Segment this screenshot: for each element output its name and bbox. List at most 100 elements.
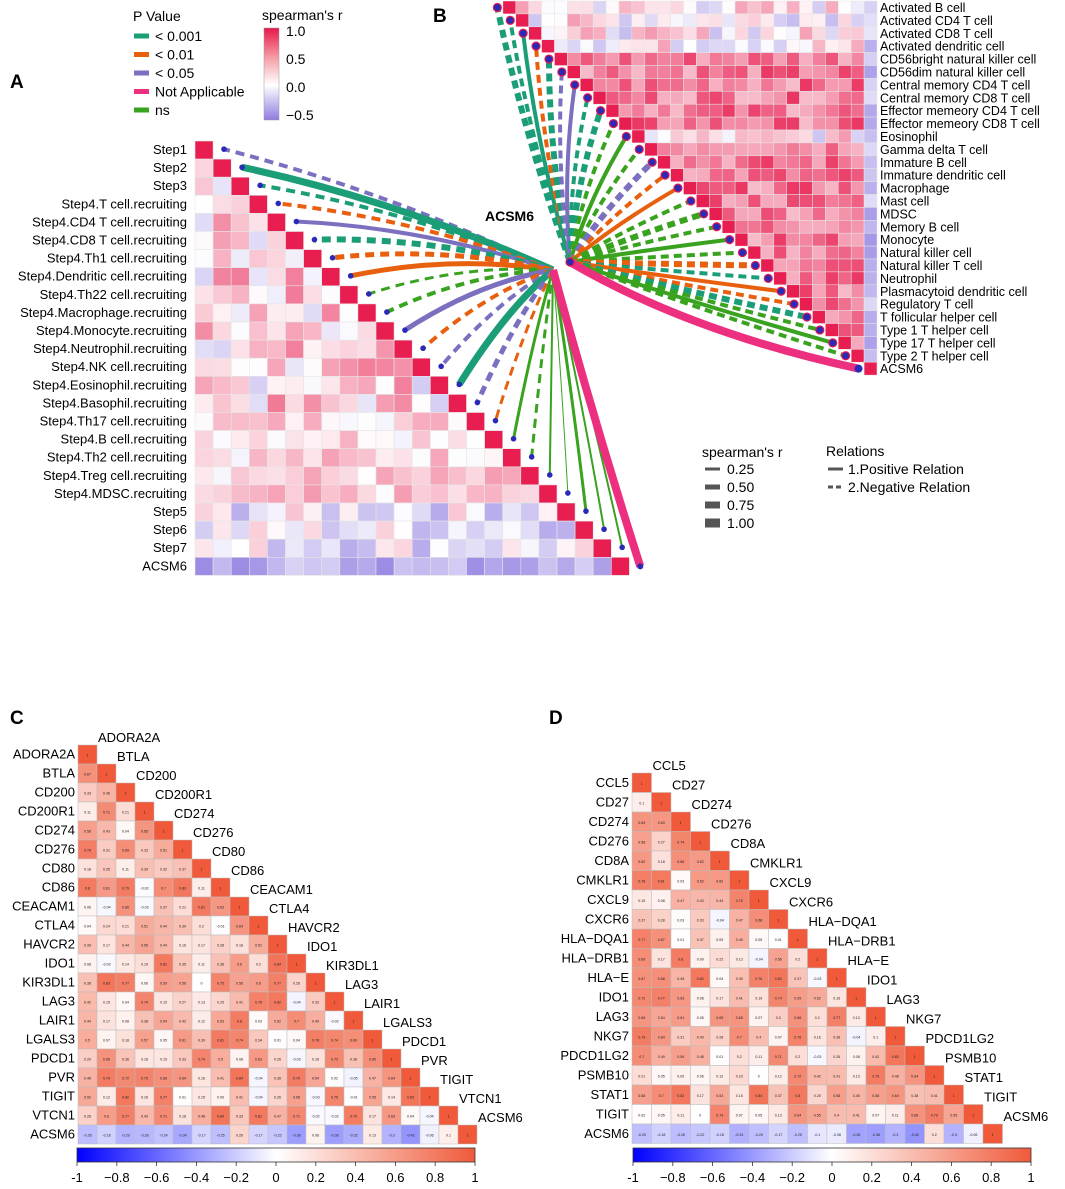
panel-d-cell-value: 0.05	[755, 938, 762, 942]
panel-d-cell-value: 0.39	[736, 977, 743, 981]
panel-c-cell-value: 0.33	[236, 1115, 243, 1119]
panel-b-cell	[812, 232, 826, 247]
panel-d-cell-value: 0.68	[755, 918, 762, 922]
panel-a-cell	[448, 502, 467, 522]
panel-b-cell	[773, 39, 787, 53]
panel-b-cell	[631, 103, 646, 118]
panel-b-cell	[618, 52, 633, 66]
panel-c-cell-value: -0.01	[349, 1096, 357, 1100]
panel-a-cell	[303, 375, 323, 395]
panel-a-cell	[249, 195, 268, 214]
panel-d-cell-value: 0.81	[658, 879, 665, 883]
panel-b-cell	[670, 116, 684, 131]
panel-d-cell-value: 0.07	[872, 1113, 879, 1117]
panel-b-cell	[683, 65, 697, 79]
panel-a-cell	[194, 430, 214, 450]
panel-d-cell-value: 0.26	[833, 1055, 840, 1059]
panel-b-cell	[850, 245, 865, 260]
panel-b-cell	[734, 91, 749, 105]
panel-b-cell	[709, 91, 723, 105]
panel-a-cell	[212, 394, 232, 413]
panel-a-node	[239, 164, 245, 171]
panel-b-cell	[838, 103, 852, 118]
panel-c-cell-value: 0.17	[369, 1115, 376, 1119]
panel-c-cell-value: 0.08	[236, 1058, 243, 1062]
panel-a-correlation-line	[552, 269, 569, 494]
panel-c-cell-value: 0.01	[274, 1039, 281, 1043]
panel-d-cell-value: 1	[836, 977, 838, 981]
panel-a-cell	[556, 538, 576, 558]
panel-a-cell	[321, 394, 341, 413]
panel-d-diag-label: CD276	[711, 817, 751, 832]
panel-d-cell-value: 1	[933, 1074, 935, 1078]
panel-b-cell	[683, 116, 697, 131]
panel-a-cell	[285, 520, 304, 540]
panel-d-cell-value: 0.58	[872, 1094, 879, 1098]
panel-a-cell	[194, 412, 214, 431]
panel-a-cell	[212, 357, 232, 377]
panel-d-cell-value: 0.68	[658, 977, 665, 981]
panel-a-cell	[194, 140, 214, 160]
panel-b-cell	[850, 0, 865, 15]
panel-a-cell	[466, 520, 485, 540]
panel-c-cell-value: 0.18	[122, 1039, 129, 1043]
panel-b-cell	[850, 220, 865, 234]
panel-b-cell	[592, 52, 607, 66]
panel-d-cell-value: 0.58	[638, 840, 645, 844]
panel-d-cell-value: 0.01	[775, 938, 782, 942]
panel-a-cell	[249, 430, 268, 450]
panel-a-cell	[303, 556, 323, 576]
panel-a-cell	[249, 556, 268, 576]
panel-b-cell	[838, 181, 852, 195]
panel-d-row-label: CD8A	[594, 853, 629, 868]
panel-c-row-label: CD200	[35, 785, 75, 800]
panel-c-cell-value: 0.77	[122, 1115, 129, 1119]
panel-a-cell	[194, 249, 214, 269]
panel-a-cell	[194, 321, 214, 341]
panel-b-cell	[863, 323, 878, 337]
panel-d-cell-value: 0.01	[677, 938, 684, 942]
panel-a-cell	[375, 556, 395, 576]
panel-a-row-label: Step4.Eosinophil.recruiting	[32, 377, 187, 392]
panel-b-cell	[631, 91, 646, 105]
panel-a-cell	[194, 195, 214, 214]
panel-d-cell-value: 0.16	[814, 1035, 821, 1039]
panel-d-cell-value: 0.16	[833, 996, 840, 1000]
panel-b-cell	[799, 220, 813, 234]
panel-d-cell-value: 0.65	[736, 1016, 743, 1020]
panel-b-cell	[657, 155, 671, 169]
panel-c-cell-value: 0.07	[103, 1039, 110, 1043]
panel-a-cell	[303, 303, 323, 323]
panel-b-cell	[709, 78, 723, 92]
panel-d-row-label: CMKLR1	[576, 873, 629, 888]
panel-a-node	[402, 327, 408, 333]
panel-a-correlation-line	[403, 267, 554, 333]
panel-a-cell	[303, 448, 323, 468]
panel-c-row-label: IDO1	[45, 956, 75, 971]
panel-d-cell-value: 0.49	[736, 938, 743, 942]
panel-a-cell	[230, 321, 250, 341]
panel-b-row-label: Immature dendritic cell	[880, 169, 1006, 183]
panel-a-cell	[538, 484, 558, 504]
panel-a-row-label: Step3	[153, 178, 187, 193]
panel-c-cell-value: -0.04	[102, 906, 110, 910]
panel-b-cell	[644, 78, 658, 92]
panel-c-cell-value: 0.09	[217, 1096, 224, 1100]
panel-b-cell	[605, 0, 620, 15]
panel-b-cell	[631, 39, 646, 53]
width-item: 1.00	[727, 515, 754, 531]
panel-b-cell	[747, 181, 762, 195]
panel-d-diag-label: PDCD1LG2	[926, 1031, 995, 1046]
panel-c-diag-label: LAG3	[345, 977, 378, 992]
panel-d-cell-value: 0	[699, 1113, 701, 1117]
panel-b-cell	[773, 245, 787, 260]
panel-b-cell	[580, 78, 594, 92]
panel-a-cell	[321, 556, 341, 576]
panel-b-cell	[670, 91, 684, 105]
panel-b-row-label: Activated CD4 T cell	[880, 14, 993, 28]
panel-c-cell-value: -0.03	[102, 963, 110, 967]
panel-b-row-label: Central memory CD4 T cell	[880, 78, 1030, 92]
panel-c-cell-value: 0.64	[388, 1077, 395, 1081]
panel-b-cell	[799, 232, 813, 247]
